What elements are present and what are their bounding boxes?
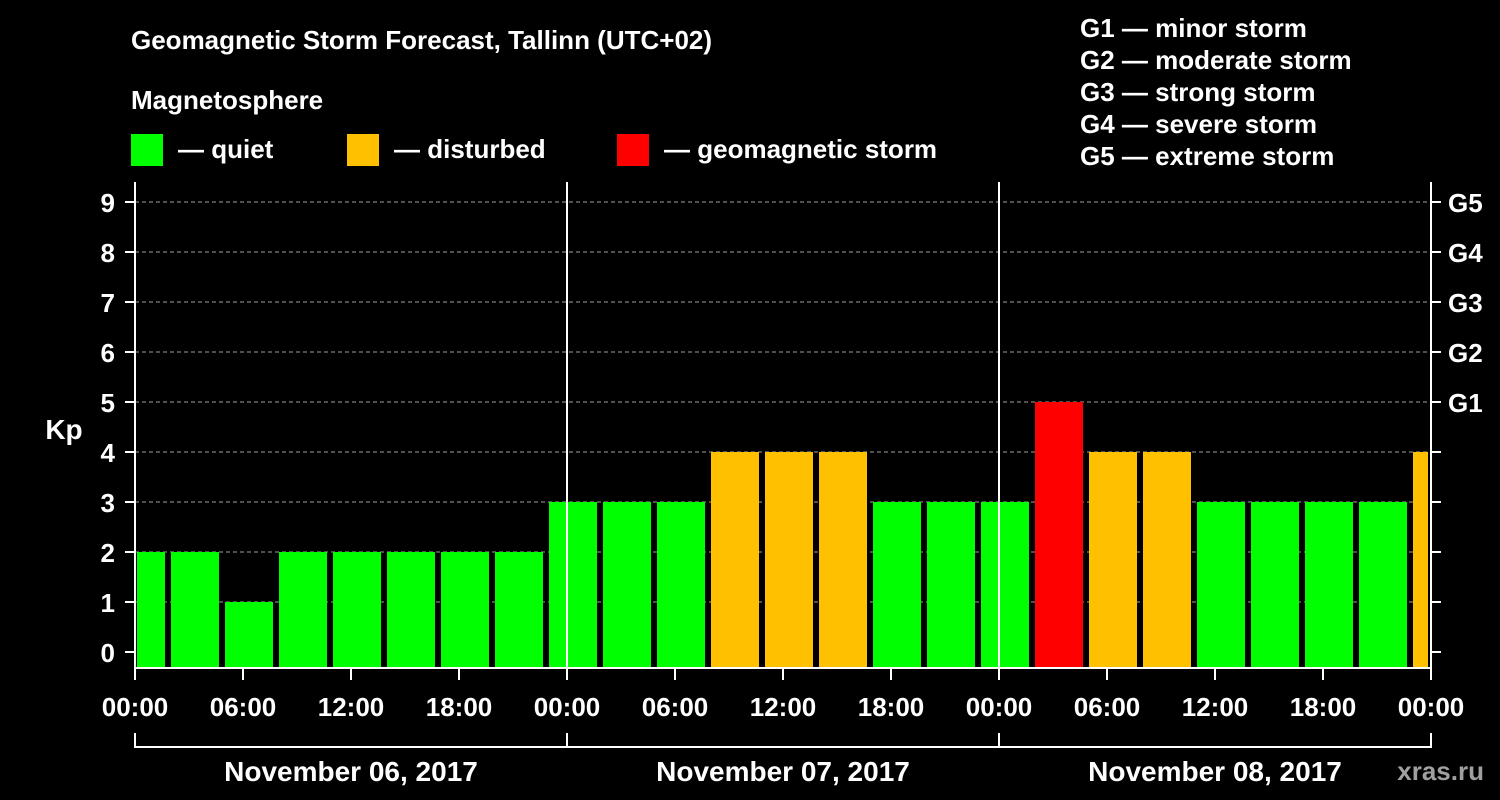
kp-bar <box>1089 452 1137 668</box>
date-labels: November 06, 2017 November 07, 2017 Novemb… <box>134 733 1432 787</box>
scale-entry-g3: G3 — strong storm <box>1080 77 1315 107</box>
kp-bar <box>495 552 543 668</box>
g-scale-ticks: G1 G2 G3 G4 G5 <box>1431 188 1483 653</box>
y-tick-label: 6 <box>101 338 115 368</box>
kp-bar <box>603 502 651 668</box>
date-label: November 07, 2017 <box>656 756 910 787</box>
scale-entry-g2: G2 — moderate storm <box>1080 45 1352 75</box>
legend-swatch-disturbed <box>347 134 379 166</box>
scale-entry-g5: G5 — extreme storm <box>1080 141 1334 171</box>
x-tick-label: 00:00 <box>1398 692 1465 722</box>
x-tick-label: 18:00 <box>858 692 925 722</box>
kp-bar <box>441 552 489 668</box>
kp-bar <box>657 502 705 668</box>
kp-bar <box>333 552 381 668</box>
g-scale-label: G5 <box>1448 188 1483 218</box>
y-tick-label: 5 <box>101 388 115 418</box>
kp-bar <box>1305 502 1353 668</box>
status-legend: — quiet — disturbed — geomagnetic storm <box>131 134 937 166</box>
chart-title: Geomagnetic Storm Forecast, Tallinn (UTC… <box>131 25 712 55</box>
legend-swatch-storm <box>617 134 649 166</box>
chart-subtitle: Magnetosphere <box>131 85 323 115</box>
kp-bar <box>873 502 921 668</box>
x-ticks: 00:00 06:00 12:00 18:00 00:00 06:00 12:00 18:00… <box>102 668 1465 722</box>
kp-bar <box>1035 402 1083 668</box>
kp-bar <box>549 502 597 668</box>
scale-entry-g4: G4 — severe storm <box>1080 109 1317 139</box>
kp-bar <box>137 552 165 668</box>
kp-bar <box>981 502 1029 668</box>
kp-bar <box>279 552 327 668</box>
y-axis-label: Kp <box>45 414 82 445</box>
x-tick-label: 12:00 <box>1182 692 1249 722</box>
kp-bar <box>711 452 759 668</box>
x-tick-label: 12:00 <box>318 692 385 722</box>
scale-entry-g1: G1 — minor storm <box>1080 13 1307 43</box>
legend-label-disturbed: — disturbed <box>394 134 546 164</box>
kp-bar <box>1413 452 1428 668</box>
x-tick-label: 06:00 <box>210 692 277 722</box>
kp-bar <box>1143 452 1191 668</box>
x-tick-label: 18:00 <box>1290 692 1357 722</box>
legend-swatch-quiet <box>131 134 163 166</box>
bars <box>137 402 1428 668</box>
x-tick-label: 06:00 <box>1074 692 1141 722</box>
legend-label-storm: — geomagnetic storm <box>664 134 937 164</box>
g-scale-label: G3 <box>1448 288 1483 318</box>
y-ticks: 0 1 2 3 4 5 6 7 8 9 <box>101 188 135 668</box>
x-tick-label: 00:00 <box>534 692 601 722</box>
kp-bar <box>1197 502 1245 668</box>
g-scale-label: G4 <box>1448 238 1483 268</box>
storm-scale-legend: G1 — minor storm G2 — moderate storm G3 … <box>1080 13 1352 171</box>
kp-bar <box>1251 502 1299 668</box>
x-tick-label: 00:00 <box>966 692 1033 722</box>
y-tick-label: 9 <box>101 188 115 218</box>
y-tick-label: 2 <box>101 538 115 568</box>
kp-bar <box>171 552 219 668</box>
g-scale-label: G2 <box>1448 338 1483 368</box>
y-tick-label: 4 <box>101 438 116 468</box>
legend-label-quiet: — quiet <box>178 134 274 164</box>
watermark: xras.ru <box>1397 756 1484 786</box>
x-tick-label: 00:00 <box>102 692 169 722</box>
x-tick-label: 12:00 <box>750 692 817 722</box>
y-tick-label: 8 <box>101 238 115 268</box>
y-tick-label: 1 <box>101 588 115 618</box>
kp-bar <box>819 452 867 668</box>
x-tick-label: 06:00 <box>642 692 709 722</box>
kp-bar <box>1359 502 1407 668</box>
kp-bar <box>927 502 975 668</box>
y-tick-label: 7 <box>101 288 115 318</box>
g-scale-label: G1 <box>1448 388 1483 418</box>
kp-bar <box>765 452 813 668</box>
kp-bar <box>387 552 435 668</box>
date-label: November 06, 2017 <box>224 756 478 787</box>
x-tick-label: 18:00 <box>426 692 493 722</box>
y-tick-label: 3 <box>101 488 115 518</box>
kp-bar <box>225 602 273 668</box>
y-tick-label: 0 <box>101 638 115 668</box>
date-label: November 08, 2017 <box>1088 756 1342 787</box>
